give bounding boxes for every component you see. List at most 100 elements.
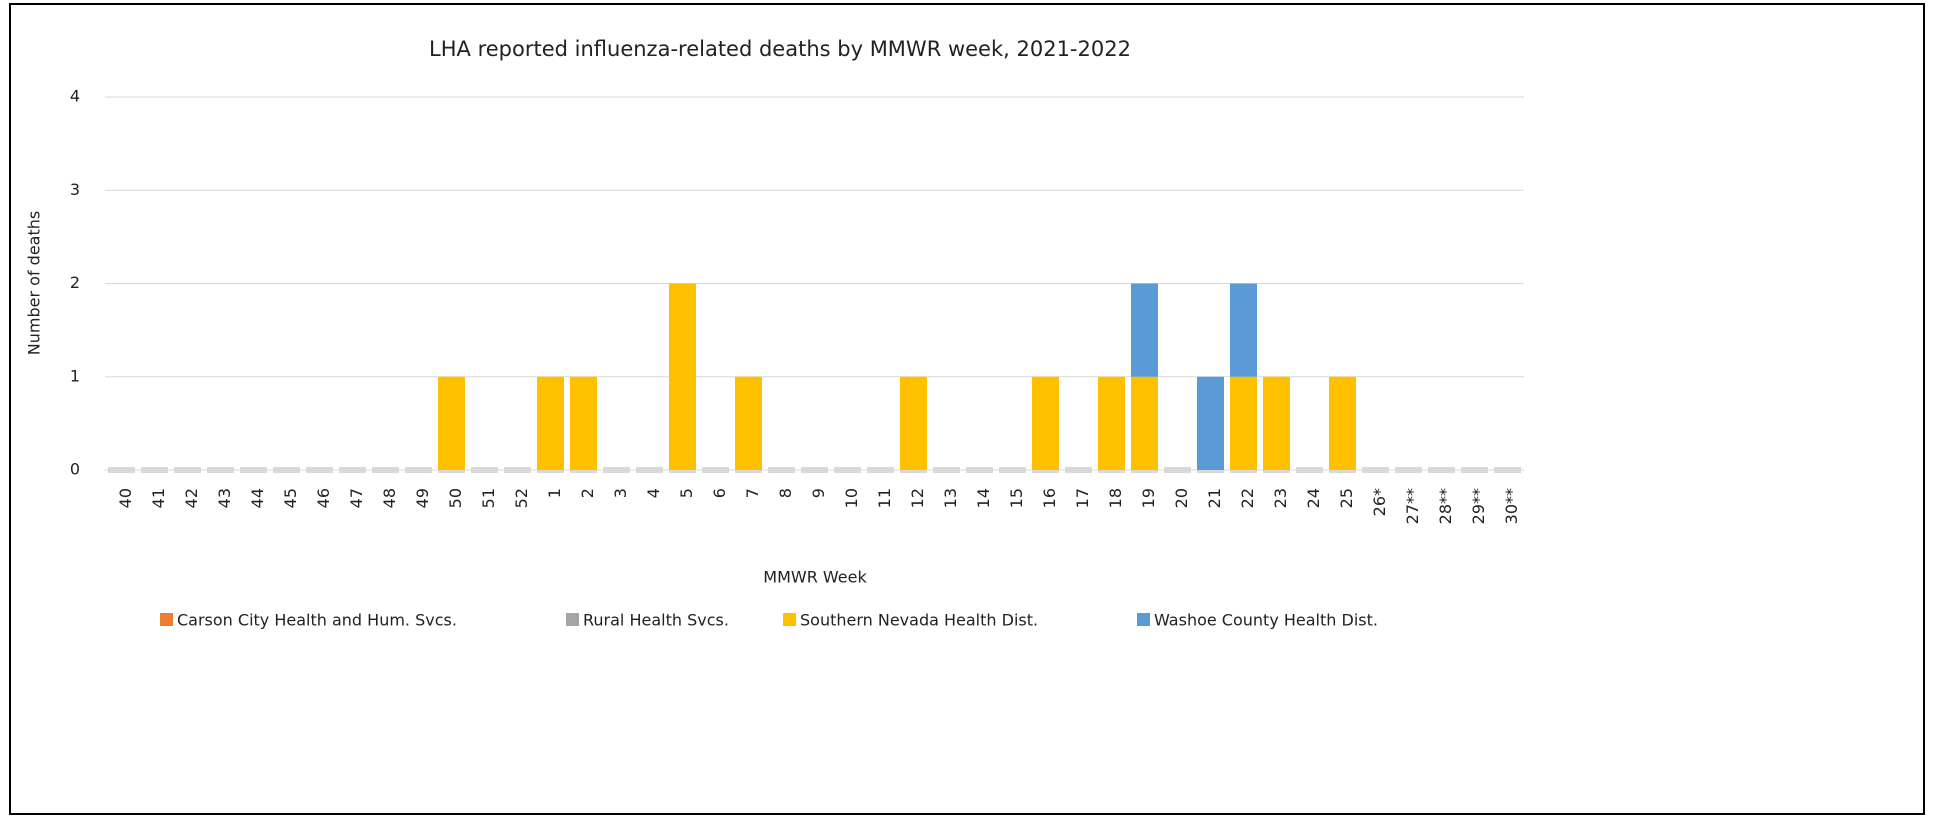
x-tick-label: 6 bbox=[710, 488, 729, 498]
x-tick-label: 52 bbox=[512, 488, 531, 508]
zero-band bbox=[207, 467, 234, 473]
legend-label: Rural Health Svcs. bbox=[583, 611, 729, 630]
zero-band bbox=[141, 467, 168, 473]
zero-band bbox=[1362, 467, 1389, 473]
bar bbox=[1263, 376, 1290, 470]
bar bbox=[1131, 376, 1158, 470]
x-tick-label: 22 bbox=[1238, 488, 1257, 508]
x-tick-label: 19 bbox=[1139, 488, 1158, 508]
x-tick-label: 25 bbox=[1337, 488, 1356, 508]
zero-band bbox=[966, 467, 993, 473]
x-tick-label: 30** bbox=[1502, 488, 1521, 524]
x-tick-label: 23 bbox=[1271, 488, 1290, 508]
bar bbox=[1329, 376, 1356, 470]
bar bbox=[669, 283, 696, 470]
chart-title: LHA reported influenza-related deaths by… bbox=[429, 37, 1131, 61]
bar bbox=[1197, 376, 1224, 470]
x-tick-label: 8 bbox=[776, 488, 795, 498]
legend-swatch bbox=[783, 613, 796, 626]
bar bbox=[1230, 376, 1257, 470]
bar bbox=[537, 376, 564, 470]
zero-band bbox=[339, 467, 366, 473]
bar bbox=[735, 376, 762, 470]
bar bbox=[438, 376, 465, 470]
x-tick-label: 3 bbox=[611, 488, 630, 498]
x-tick-label: 50 bbox=[446, 488, 465, 508]
zero-band bbox=[933, 467, 960, 473]
legend-label: Southern Nevada Health Dist. bbox=[800, 611, 1038, 630]
bar bbox=[1032, 376, 1059, 470]
legend-swatch bbox=[566, 613, 579, 626]
chart-frame bbox=[9, 3, 1925, 815]
x-tick-label: 41 bbox=[149, 488, 168, 508]
x-tick-label: 2 bbox=[578, 488, 597, 498]
x-tick-label: 42 bbox=[182, 488, 201, 508]
legend-swatch bbox=[1137, 613, 1150, 626]
x-tick-label: 27** bbox=[1403, 488, 1422, 524]
zero-band bbox=[372, 467, 399, 473]
x-tick-label: 17 bbox=[1073, 488, 1092, 508]
zero-band bbox=[867, 467, 894, 473]
zero-band bbox=[1494, 467, 1521, 473]
zero-band bbox=[801, 467, 828, 473]
zero-band bbox=[1395, 467, 1422, 473]
y-axis-label: Number of deaths bbox=[25, 211, 44, 355]
x-tick-label: 9 bbox=[809, 488, 828, 498]
zero-band bbox=[405, 467, 432, 473]
y-tick-label: 0 bbox=[70, 460, 80, 479]
zero-band bbox=[999, 467, 1026, 473]
x-tick-label: 12 bbox=[908, 488, 927, 508]
x-tick-label: 40 bbox=[116, 488, 135, 508]
x-tick-label: 10 bbox=[842, 488, 861, 508]
bar bbox=[1230, 283, 1257, 377]
zero-band bbox=[1428, 467, 1455, 473]
zero-band bbox=[834, 467, 861, 473]
bar bbox=[1131, 283, 1158, 377]
zero-band bbox=[636, 467, 663, 473]
y-tick-label: 1 bbox=[70, 366, 80, 385]
zero-band bbox=[1065, 467, 1092, 473]
x-tick-label: 48 bbox=[380, 488, 399, 508]
y-tick-label: 2 bbox=[70, 273, 80, 292]
zero-band bbox=[1164, 467, 1191, 473]
x-tick-label: 5 bbox=[677, 488, 696, 498]
legend-swatch bbox=[160, 613, 173, 626]
zero-band bbox=[471, 467, 498, 473]
x-tick-label: 51 bbox=[479, 488, 498, 508]
zero-band bbox=[603, 467, 630, 473]
x-tick-label: 13 bbox=[941, 488, 960, 508]
bar bbox=[570, 376, 597, 470]
y-tick-label: 4 bbox=[70, 87, 80, 106]
x-tick-label: 45 bbox=[281, 488, 300, 508]
x-tick-label: 47 bbox=[347, 488, 366, 508]
zero-band bbox=[108, 467, 135, 473]
x-tick-label: 49 bbox=[413, 488, 432, 508]
y-tick-label: 3 bbox=[70, 180, 80, 199]
zero-band bbox=[240, 467, 267, 473]
x-tick-label: 16 bbox=[1040, 488, 1059, 508]
x-tick-label: 26* bbox=[1370, 488, 1389, 516]
zero-band bbox=[1461, 467, 1488, 473]
zero-band bbox=[174, 467, 201, 473]
x-tick-label: 20 bbox=[1172, 488, 1191, 508]
zero-band bbox=[702, 467, 729, 473]
x-tick-label: 11 bbox=[875, 488, 894, 508]
x-tick-label: 43 bbox=[215, 488, 234, 508]
bar bbox=[900, 376, 927, 470]
legend-label: Washoe County Health Dist. bbox=[1154, 611, 1378, 630]
x-tick-label: 21 bbox=[1205, 488, 1224, 508]
x-tick-label: 44 bbox=[248, 488, 267, 508]
x-axis-label: MMWR Week bbox=[763, 568, 867, 587]
x-tick-label: 15 bbox=[1007, 488, 1026, 508]
x-tick-label: 29** bbox=[1469, 488, 1488, 524]
x-tick-label: 24 bbox=[1304, 488, 1323, 508]
zero-band bbox=[273, 467, 300, 473]
bar bbox=[1098, 376, 1125, 470]
legend-label: Carson City Health and Hum. Svcs. bbox=[177, 611, 457, 630]
x-tick-label: 4 bbox=[644, 488, 663, 498]
x-tick-label: 28** bbox=[1436, 488, 1455, 524]
zero-band bbox=[504, 467, 531, 473]
zero-band bbox=[768, 467, 795, 473]
x-tick-label: 18 bbox=[1106, 488, 1125, 508]
